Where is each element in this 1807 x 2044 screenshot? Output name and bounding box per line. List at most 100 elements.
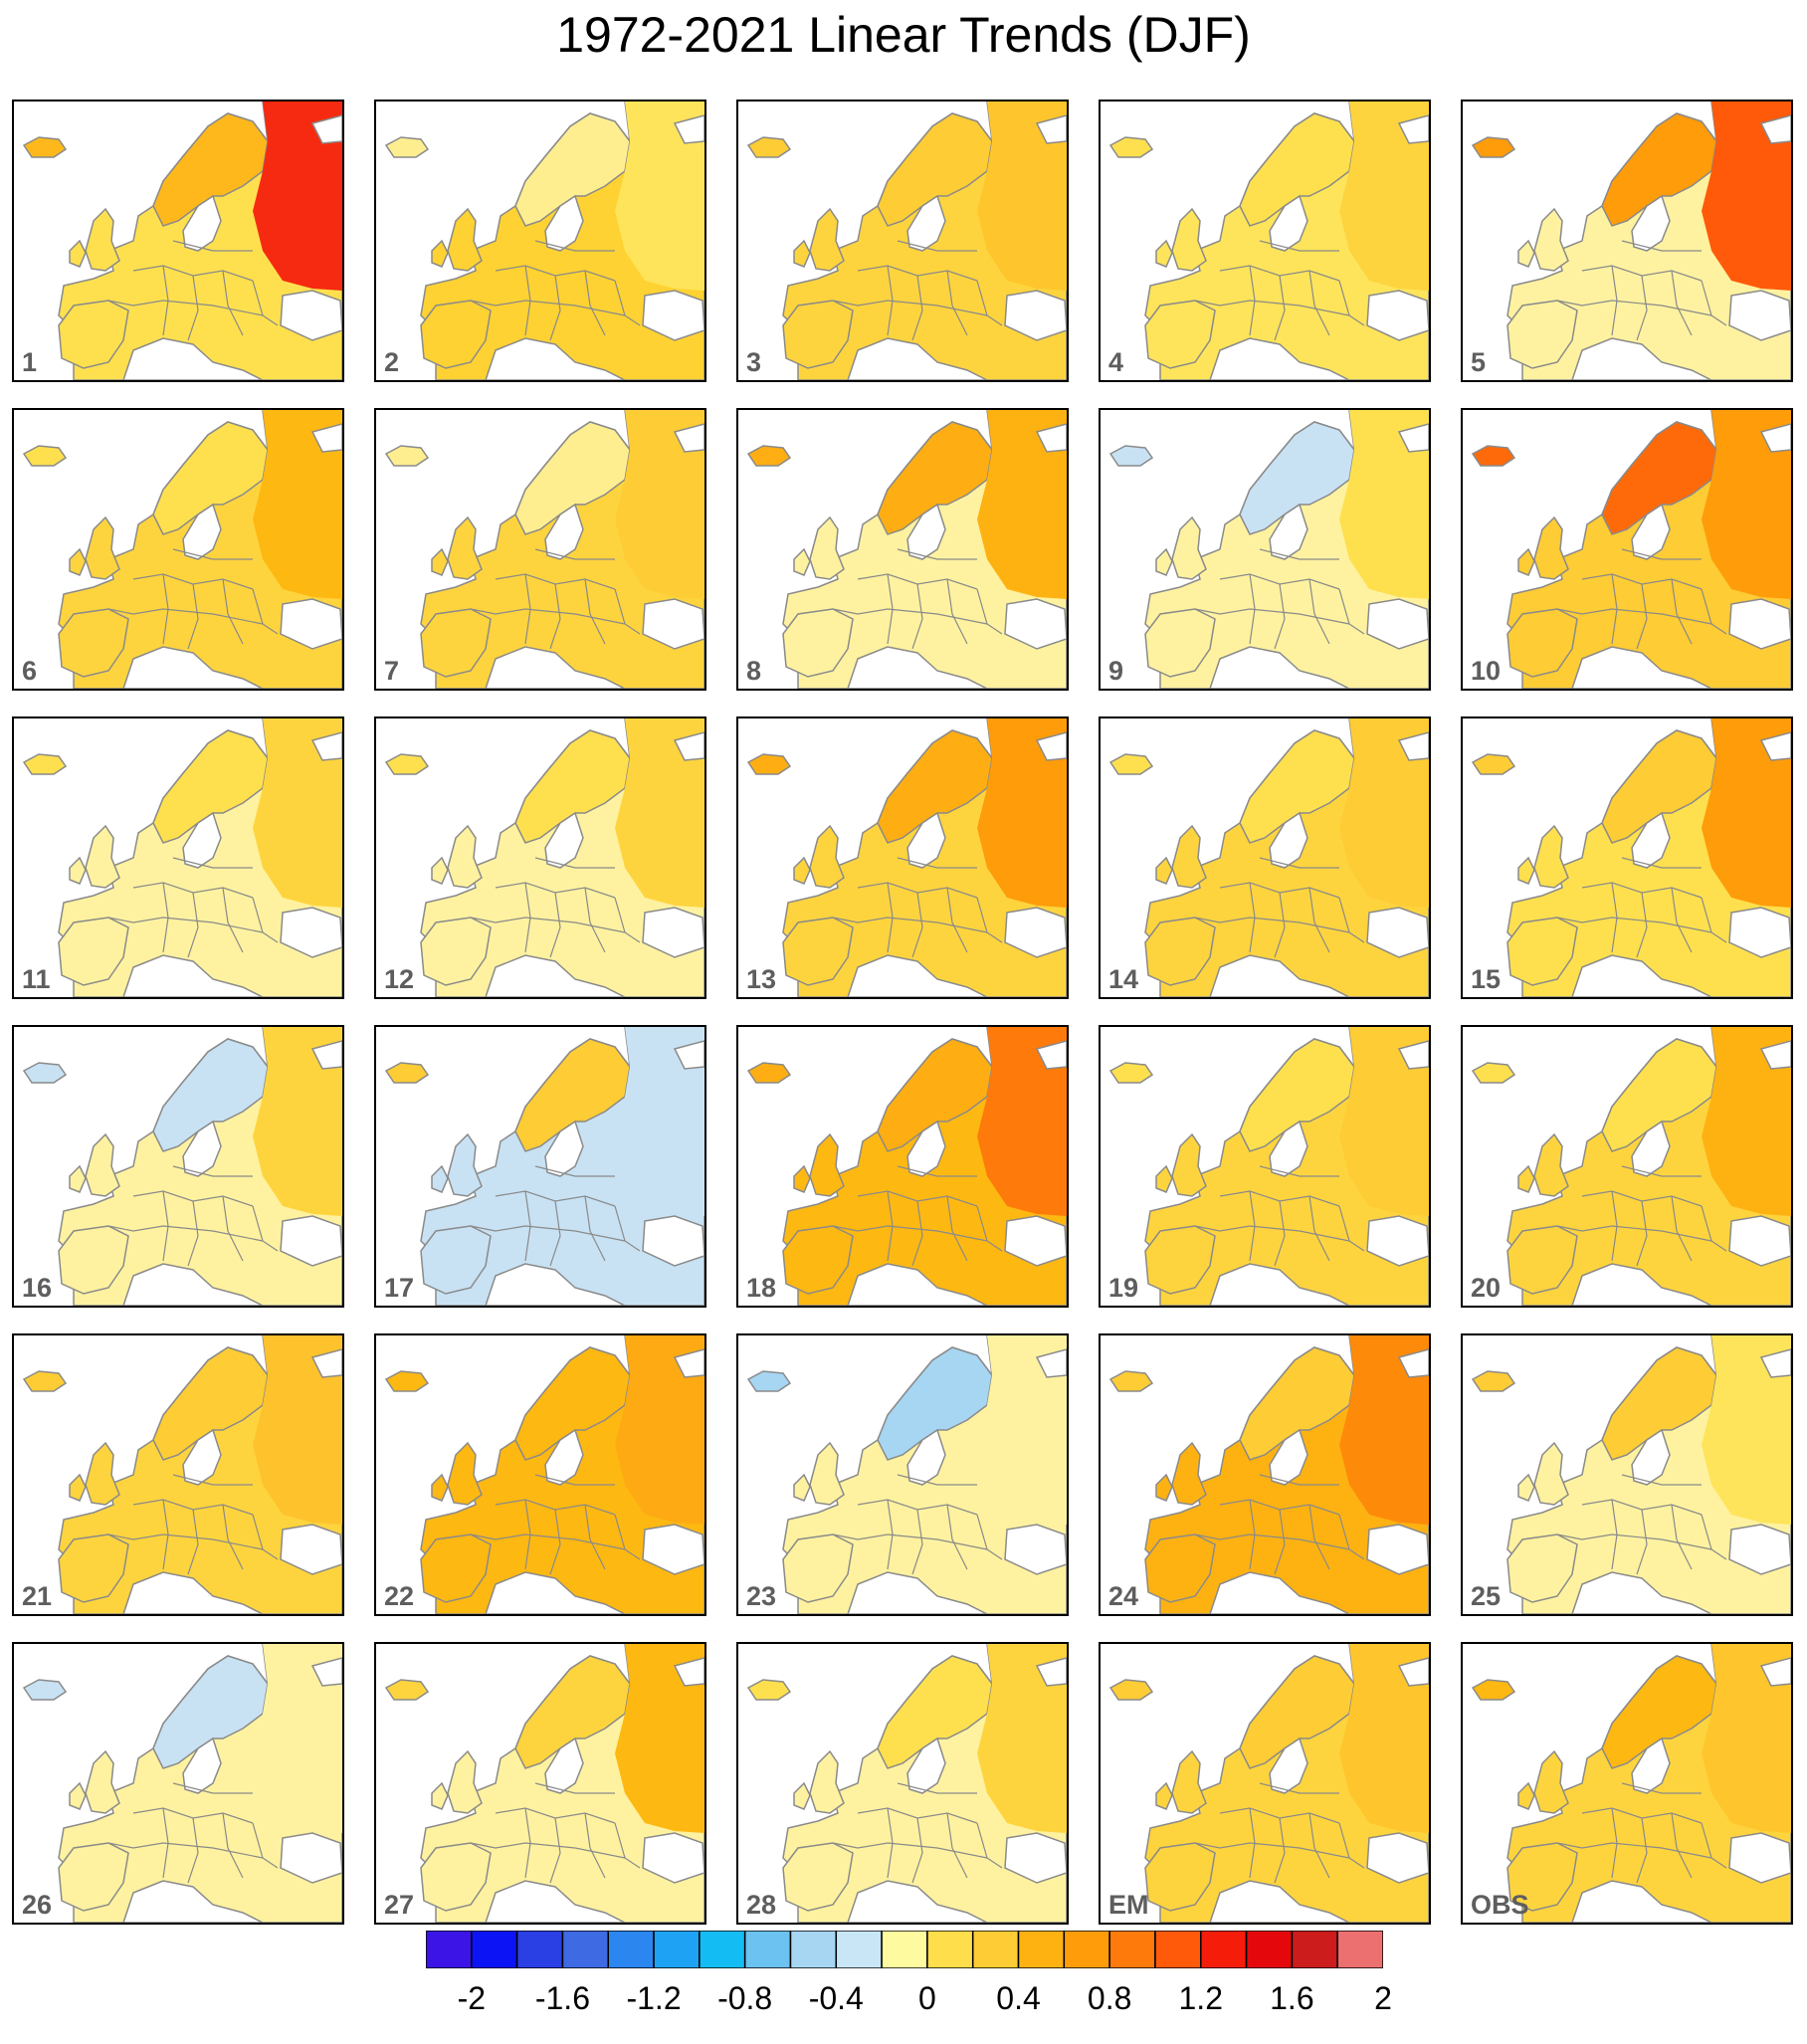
sea [1366,290,1429,341]
country-border [1308,1504,1330,1570]
eastern-region [615,102,704,291]
country-border [172,1474,253,1486]
country-border [946,887,968,953]
country-border [1274,1200,1286,1267]
sea [485,337,626,380]
colorbar-segment [515,1931,564,1968]
country-border [911,1200,923,1267]
country-border [172,548,253,560]
europe-map [746,1644,1067,1923]
colorbar-segment [653,1931,701,1968]
country-border [222,1504,244,1570]
ireland [793,1473,811,1502]
europe-map [1471,410,1791,689]
colorbar-segment [789,1931,838,1968]
panel-label: 8 [746,656,762,686]
colorbar-tick-label: 1.2 [1178,1980,1223,2016]
colorbar-segment [1336,1931,1383,1968]
country-border [897,1474,977,1486]
country-border [832,608,988,625]
sea [847,1880,988,1923]
country-border [1194,1225,1350,1242]
great-britain [1171,1441,1207,1506]
sea [673,731,704,761]
country-border [1636,275,1648,341]
sea [1759,423,1791,453]
europe-map [384,1644,704,1923]
europe-map [1108,410,1429,689]
map-panel: OBS [1461,1642,1793,1925]
sea [642,598,704,650]
sea [673,114,704,144]
sea [485,1571,626,1614]
country-border [534,857,615,869]
iberia [1144,1533,1216,1603]
colorbar-tick-label: 2 [1374,1980,1392,2016]
sea [280,290,342,341]
map-panel: 27 [374,1642,706,1925]
colorbar-segment [699,1931,746,1968]
iberia [420,1533,492,1603]
country-border [832,300,988,316]
ireland [431,1473,449,1502]
sea [1004,290,1067,341]
sea [673,423,704,453]
country-border [1194,1533,1350,1550]
sea [1035,731,1067,761]
sea [1004,598,1067,650]
ireland [793,239,811,268]
country-border [1259,857,1339,869]
great-britain [85,515,120,580]
country-border [1259,1165,1339,1177]
eastern-region [1339,718,1429,908]
eastern-region [1339,410,1429,599]
sea [1631,1428,1671,1486]
sea [182,503,222,560]
iberia [1506,1533,1578,1603]
country-border [1621,548,1702,560]
sea [1269,1120,1308,1177]
europe-map [1108,1335,1429,1614]
country-border [946,1195,968,1262]
eastern-region [977,1335,1067,1525]
country-border [534,548,615,560]
eastern-region [253,1335,342,1525]
map-panel: 15 [1461,716,1793,999]
country-border [832,917,988,933]
colorbar-segment [607,1931,655,1968]
country-border [470,300,626,316]
sea [1209,1880,1350,1923]
eastern-region [253,102,342,291]
iceland [1108,753,1154,775]
eastern-region [615,410,704,599]
country-border [172,857,253,869]
country-border [549,892,561,958]
sea [1631,811,1671,869]
country-border [1671,1504,1693,1570]
great-britain [1171,1749,1207,1814]
country-border [1671,1195,1693,1262]
eastern-region [1702,1027,1791,1216]
great-britain [809,1749,845,1814]
iceland [22,445,68,467]
country-border [1556,1533,1712,1550]
europe-map [22,1335,342,1614]
colorbar-tick-label: 1.6 [1270,1980,1314,2016]
sea [1631,194,1671,252]
eastern-region [253,718,342,908]
panel-label: 4 [1108,347,1124,377]
sea [847,1263,988,1306]
iberia [420,608,492,678]
sea [642,1832,704,1884]
ireland [1517,856,1535,885]
sea [182,194,222,252]
panel-label: 27 [384,1890,415,1920]
iberia [58,608,129,678]
country-border [1274,583,1286,650]
panel-label: 28 [746,1890,777,1920]
country-border [549,583,561,650]
map-panel: 8 [736,408,1069,691]
panel-label: 3 [746,347,762,377]
great-britain [1533,1749,1569,1814]
ireland [1155,856,1173,885]
